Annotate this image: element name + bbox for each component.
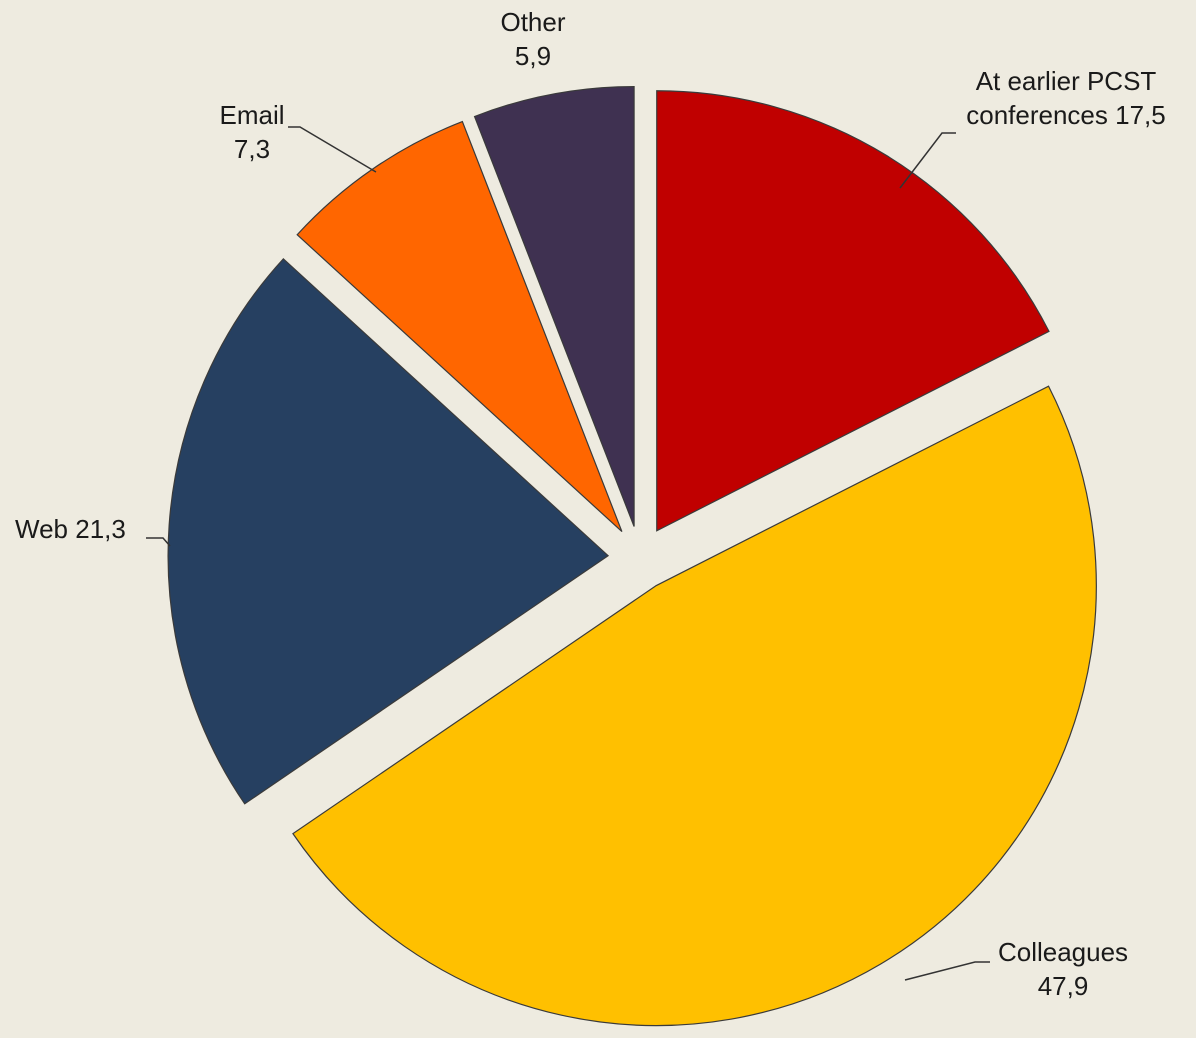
slice-label: Other 5,9 <box>473 5 593 73</box>
leader-line <box>146 537 171 547</box>
pie-slice <box>167 258 610 805</box>
leader-lines <box>146 126 990 981</box>
value-label: 17,5 <box>1115 100 1166 130</box>
value-label: 7,3 <box>233 134 271 164</box>
pie-slice <box>296 120 623 533</box>
pie-slice <box>292 385 1097 1027</box>
slice-label: Email 7,3 <box>190 98 314 166</box>
slice-label: Colleagues 47,9 <box>963 935 1163 1003</box>
value-label: 5,9 <box>514 41 552 71</box>
slice-label: At earlier PCST conferences 17,5 <box>940 64 1192 132</box>
category-label: Web <box>15 514 68 544</box>
leader-line <box>288 126 377 173</box>
pie-slice <box>473 85 635 527</box>
value-label: 47,9 <box>1037 971 1089 1001</box>
category-label: Other <box>500 7 566 37</box>
pie-slice <box>656 90 1050 532</box>
slice-label: Web 21,3 <box>15 512 126 546</box>
category-label: At earlier PCST conferences <box>966 66 1157 130</box>
pie <box>167 85 1097 1027</box>
value-label: 21,3 <box>75 514 126 544</box>
leader-line <box>904 961 990 981</box>
category-label: Colleagues <box>997 937 1129 967</box>
leader-line <box>899 132 956 189</box>
category-label: Email <box>219 100 285 130</box>
